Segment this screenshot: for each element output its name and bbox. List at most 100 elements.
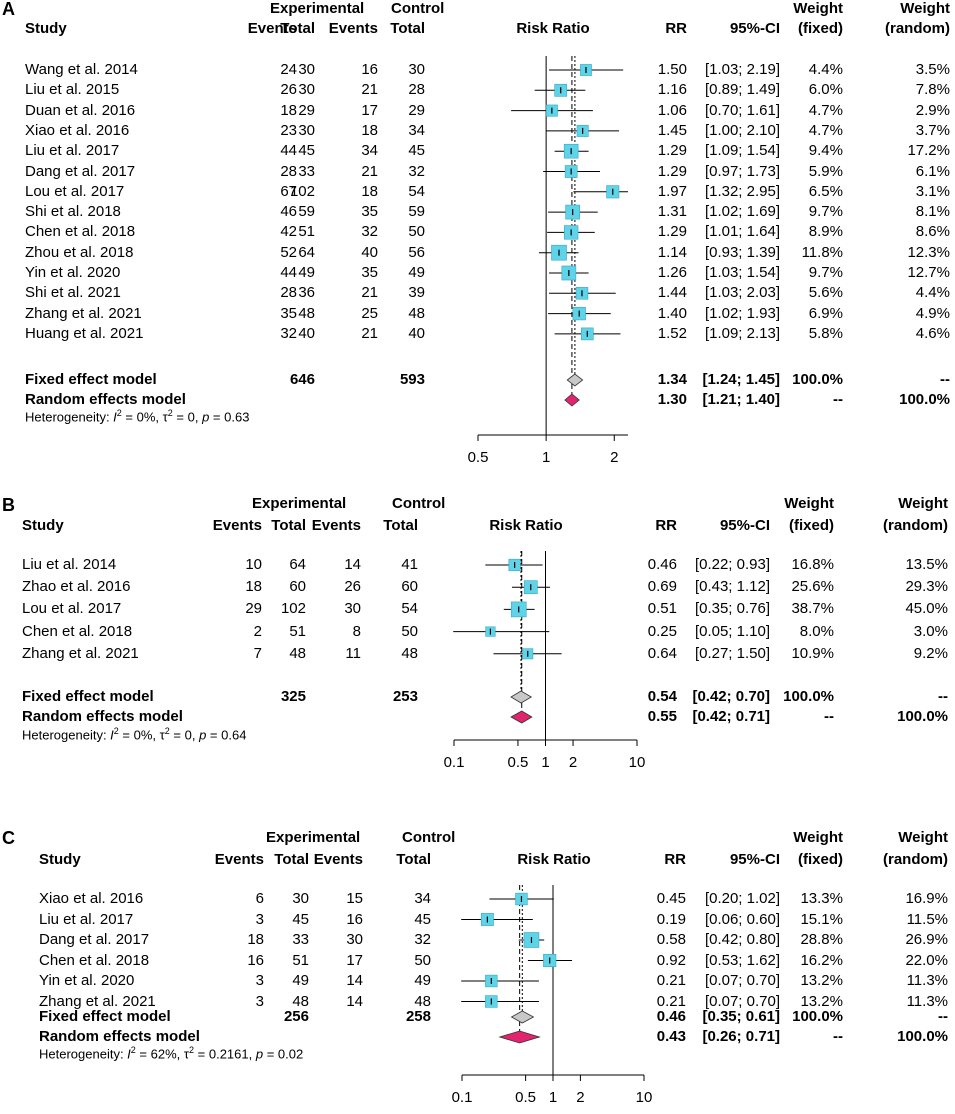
header-control: Control	[402, 829, 456, 846]
random-weight-random: 100.0%	[897, 708, 948, 725]
x-tick-label: 2	[576, 1089, 584, 1106]
ctl-total: 32	[414, 931, 431, 948]
header-weight-random: Weight	[898, 829, 948, 846]
header-fixed: (fixed)	[798, 20, 843, 37]
exp-total: 48	[289, 644, 306, 662]
x-tick-label: 10	[636, 1089, 653, 1106]
header-experimental: Experimental	[266, 829, 361, 846]
weight-fixed: 5.8%	[808, 324, 843, 342]
fixed-weight-fixed: 100.0%	[783, 688, 834, 705]
ctl-events: 18	[361, 121, 378, 139]
fixed-ci: [0.42; 0.70]	[692, 688, 770, 705]
header-exp-total: Total	[274, 851, 309, 868]
study-name: Duan et al. 2016	[25, 101, 136, 119]
fixed-weight-fixed: 100.0%	[792, 371, 843, 388]
rr-value: 0.51	[647, 600, 677, 618]
x-tick-label: 0.5	[508, 754, 529, 771]
weight-fixed: 16.2%	[800, 951, 843, 969]
ctl-events: 40	[361, 243, 378, 261]
ctl-events: 30	[344, 600, 361, 618]
header-ctl-total: Total	[383, 517, 418, 534]
exp-total: 102	[289, 182, 315, 200]
exp-events: 18	[245, 578, 262, 596]
rr-value: 1.06	[657, 101, 687, 119]
exp-total: 51	[289, 622, 306, 640]
exp-events: 3	[255, 972, 264, 989]
exp-events: 67	[280, 182, 297, 200]
study-name: Yin et al. 2020	[25, 264, 121, 281]
heterogeneity-text: Heterogeneity: I2 = 0%, τ2 = 0, p = 0.63	[25, 408, 250, 425]
ctl-total: 48	[401, 644, 418, 662]
weight-fixed: 25.6%	[791, 578, 834, 596]
weight-random: 11.3%	[906, 972, 948, 989]
fixed-rr: 0.46	[656, 1008, 686, 1025]
exp-events: 26	[280, 81, 297, 99]
weight-random: 3.5%	[915, 61, 950, 78]
fixed-weight-fixed: 100.0%	[792, 1008, 843, 1025]
weight-fixed: 4.7%	[808, 101, 843, 119]
ctl-events: 11	[345, 644, 361, 662]
exp-events: 46	[280, 203, 297, 221]
ci-value: [1.00; 2.10]	[704, 121, 780, 139]
weight-fixed: 8.0%	[799, 622, 834, 640]
header-ctl-events: Events	[313, 851, 363, 868]
rr-value: 0.21	[656, 992, 686, 1010]
exp-events: 7	[253, 644, 262, 662]
weight-fixed: 13.2%	[800, 972, 843, 989]
exp-events: 42	[280, 223, 297, 241]
ctl-total: 45	[408, 142, 425, 160]
ctl-total: 39	[408, 284, 425, 302]
exp-events: 3	[255, 910, 264, 928]
ctl-events: 30	[346, 931, 363, 948]
exp-events: 44	[280, 264, 297, 281]
random-weight-fixed: --	[824, 708, 834, 725]
random-weight-fixed: --	[833, 391, 843, 408]
study-name: Zhang et al. 2021	[25, 304, 142, 322]
fixed-rr: 0.54	[647, 688, 677, 705]
header-control: Control	[392, 495, 446, 512]
header-exp-events: Events	[214, 851, 264, 868]
header-rr: RR	[664, 851, 686, 868]
weight-random: 29.3%	[905, 578, 948, 596]
weight-fixed: 9.7%	[808, 203, 843, 221]
weight-random: 8.1%	[915, 203, 950, 221]
rr-value: 1.26	[657, 264, 687, 281]
exp-total: 30	[292, 890, 309, 907]
ci-value: [1.03; 1.54]	[704, 264, 780, 281]
exp-events: 6	[255, 890, 264, 907]
exp-events: 24	[280, 61, 297, 78]
header-random: (random)	[883, 851, 948, 868]
fixed-diamond	[566, 373, 584, 387]
weight-random: 26.9%	[905, 931, 948, 948]
heterogeneity-text: Heterogeneity: I2 = 62%, τ2 = 0.2161, p …	[39, 1045, 304, 1062]
ctl-events: 21	[361, 324, 378, 342]
ctl-total: 60	[401, 578, 418, 596]
weight-random: 4.9%	[915, 304, 950, 322]
ci-value: [0.35; 0.76]	[694, 600, 770, 618]
rr-value: 0.19	[656, 910, 686, 928]
exp-total: 30	[298, 61, 315, 78]
exp-events: 28	[280, 162, 297, 180]
rr-value: 1.14	[657, 243, 687, 261]
weight-random: 3.1%	[915, 182, 950, 200]
fixed-ctl-total: 593	[399, 371, 425, 388]
x-tick-label: 2	[610, 449, 618, 466]
header-study: Study	[25, 20, 67, 37]
ctl-events: 34	[361, 142, 378, 160]
ctl-total: 56	[408, 243, 425, 261]
weight-random: 13.5%	[905, 556, 948, 573]
ci-value: [0.20; 1.02]	[704, 890, 780, 907]
header-fixed: (fixed)	[798, 851, 843, 868]
exp-events: 29	[245, 600, 262, 618]
header-exp-events: Events	[247, 20, 297, 37]
ctl-total: 28	[408, 81, 425, 99]
ctl-total: 34	[408, 121, 425, 139]
rr-value: 1.44	[657, 284, 687, 302]
fixed-ci: [1.24; 1.45]	[702, 371, 780, 388]
ci-value: [0.27; 1.50]	[694, 644, 770, 662]
ci-value: [0.22; 0.93]	[694, 556, 770, 573]
weight-fixed: 13.3%	[800, 890, 843, 907]
random-model-label: Random effects model	[25, 391, 186, 408]
weight-fixed: 4.4%	[808, 61, 843, 78]
exp-events: 28	[280, 284, 297, 302]
